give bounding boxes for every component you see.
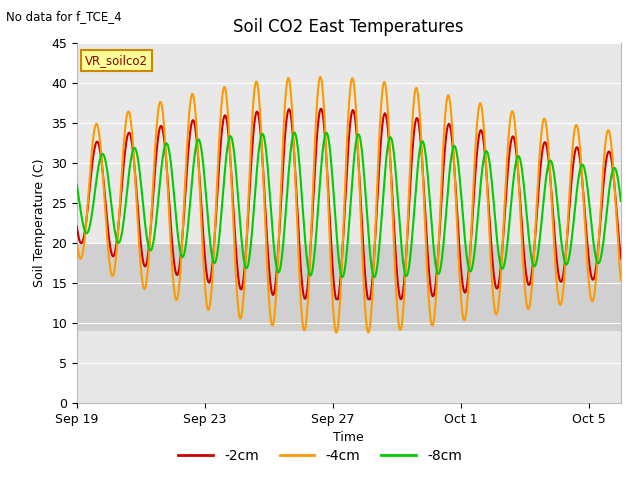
Text: VR_soilco2: VR_soilco2 (85, 54, 148, 67)
X-axis label: Time: Time (333, 432, 364, 444)
Y-axis label: Soil Temperature (C): Soil Temperature (C) (33, 159, 45, 288)
Text: No data for f_TCE_4: No data for f_TCE_4 (6, 10, 122, 23)
Bar (77, 243, 621, 331)
Legend: -2cm, -4cm, -8cm: -2cm, -4cm, -8cm (173, 443, 467, 468)
Title: Soil CO2 East Temperatures: Soil CO2 East Temperatures (234, 18, 464, 36)
